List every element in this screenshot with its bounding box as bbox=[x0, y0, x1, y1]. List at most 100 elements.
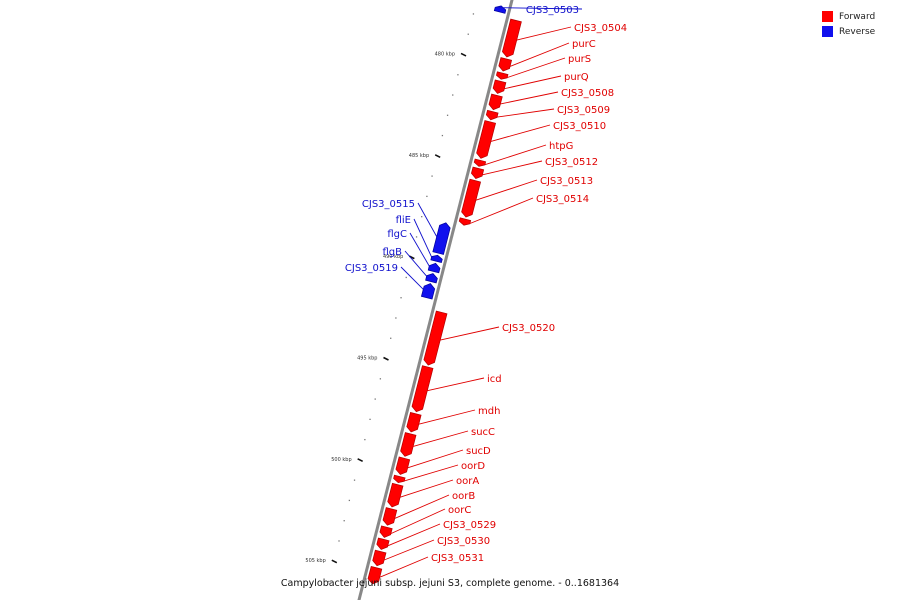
gene-arrow-oorc bbox=[379, 525, 393, 538]
minor-tick bbox=[400, 297, 402, 299]
minor-tick bbox=[415, 236, 418, 238]
tick-label: 485 kbp bbox=[409, 153, 429, 159]
gene-label-purs: purS bbox=[568, 54, 591, 65]
legend-label-forward: Forward bbox=[839, 11, 876, 22]
gene-label-oorc: oorC bbox=[448, 505, 471, 516]
gene-label-cjs3_0520: CJS3_0520 bbox=[502, 323, 555, 334]
gene-leader-line bbox=[490, 124, 551, 142]
gene-arrow-succ bbox=[400, 432, 417, 457]
gene-label-oord: oorD bbox=[461, 461, 485, 472]
gene-leader-line bbox=[400, 479, 454, 498]
major-tick bbox=[383, 356, 389, 361]
gene-leader-line bbox=[404, 250, 427, 277]
gene-label-cjs3_0513: CJS3_0513 bbox=[540, 176, 593, 187]
scale-ticks: 480 kbp 485 kbp 490 kbp 495 kbp 500 kbp 505 k… bbox=[305, 13, 475, 583]
gene-arrow-cjs3_0529 bbox=[376, 537, 390, 550]
gene-label-flgb: flgB bbox=[382, 247, 402, 258]
gene-leader-line bbox=[482, 160, 543, 176]
legend-item-forward: Forward bbox=[822, 9, 892, 24]
gene-arrow-cjs3_0504 bbox=[502, 18, 522, 58]
major-tick bbox=[331, 559, 338, 564]
gene-leader-line bbox=[507, 57, 566, 78]
gene-label-cjs3_0509: CJS3_0509 bbox=[557, 105, 610, 116]
gene-label-cjs3_0529: CJS3_0529 bbox=[443, 520, 496, 531]
minor-tick bbox=[353, 479, 356, 481]
gene-label-sucd: sucD bbox=[466, 446, 491, 457]
gene-leader-line bbox=[484, 144, 547, 166]
minor-tick bbox=[405, 276, 407, 279]
gene-arrow-purc bbox=[498, 57, 513, 72]
gene-labels: CJS3_0503 CJS3_0504 purC purS purQ CJS3_0508 C… bbox=[345, 5, 627, 578]
gene-leader-line bbox=[417, 202, 438, 237]
gene-leader-line bbox=[407, 449, 464, 469]
minor-tick bbox=[395, 317, 397, 319]
legend-item-reverse: Reverse bbox=[822, 24, 892, 39]
gene-arrow-cjs3_0519 bbox=[420, 283, 436, 300]
gene-arrow-cjs3_0503 bbox=[493, 5, 507, 14]
minor-tick bbox=[343, 520, 345, 522]
minor-tick bbox=[364, 438, 366, 441]
gene-arrow-mdh bbox=[406, 411, 422, 433]
gene-leader-line bbox=[379, 556, 429, 578]
minor-tick bbox=[426, 195, 428, 198]
gene-leader-line bbox=[394, 494, 450, 519]
gene-leader-line bbox=[404, 464, 459, 482]
gene-label-flie: fliE bbox=[396, 215, 411, 226]
gene-features bbox=[367, 5, 522, 585]
major-tick bbox=[357, 458, 364, 463]
gene-arrow-cjs3_0512 bbox=[471, 166, 485, 180]
map-caption: Campylobacter jejuni subsp. jejuni S3, c… bbox=[280, 578, 620, 589]
minor-tick bbox=[338, 540, 340, 542]
gene-arrow-oorb bbox=[382, 507, 398, 526]
gene-arrow-flgb bbox=[425, 273, 438, 284]
gene-arrow-icd bbox=[411, 365, 434, 413]
gene-label-cjs3_0514: CJS3_0514 bbox=[536, 194, 589, 205]
gene-label-purq: purQ bbox=[564, 72, 589, 83]
gene-leader-line bbox=[383, 539, 435, 561]
gene-label-cjs3_0504: CJS3_0504 bbox=[574, 23, 627, 34]
gene-label-cjs3_0530: CJS3_0530 bbox=[437, 536, 490, 547]
gene-arrow-cjs3_0520 bbox=[423, 310, 448, 366]
gene-arrow-htpg bbox=[473, 158, 487, 167]
gene-leader-line bbox=[427, 377, 485, 392]
gene-leader-line bbox=[390, 508, 446, 535]
gene-label-oorb: oorB bbox=[452, 491, 475, 502]
minor-tick bbox=[472, 13, 475, 15]
tick-label: 500 kbp bbox=[331, 457, 351, 463]
gene-label-icd: icd bbox=[487, 374, 502, 385]
minor-tick bbox=[452, 94, 454, 96]
gene-leader-line bbox=[469, 197, 534, 224]
gene-leader-line bbox=[413, 218, 432, 258]
legend: Forward Reverse bbox=[822, 9, 892, 39]
gene-arrow-cjs3_0515 bbox=[432, 222, 451, 255]
minor-tick bbox=[374, 398, 376, 400]
major-tick bbox=[434, 154, 441, 159]
gene-label-mdh: mdh bbox=[478, 406, 500, 417]
reverse-swatch-icon bbox=[822, 26, 833, 37]
gene-leader-line bbox=[509, 42, 570, 67]
gene-arrow-cjs3_0530 bbox=[372, 549, 387, 567]
tick-label: 495 kbp bbox=[357, 355, 377, 361]
gene-label-purc: purC bbox=[572, 39, 596, 50]
gene-arrow-oord bbox=[393, 474, 406, 483]
minor-tick bbox=[348, 499, 351, 502]
gene-leader-line bbox=[475, 179, 538, 201]
gene-leader-line bbox=[497, 108, 555, 118]
gene-arrow-cjs3_0508 bbox=[488, 93, 503, 111]
minor-tick bbox=[431, 175, 433, 177]
minor-tick bbox=[379, 378, 382, 380]
gene-leader-line bbox=[387, 523, 441, 547]
gene-leader-line bbox=[495, 7, 583, 10]
gene-arrow-purs bbox=[496, 71, 509, 80]
gene-label-cjs3_0512: CJS3_0512 bbox=[545, 157, 598, 168]
gene-label-oora: oorA bbox=[456, 476, 479, 487]
minor-tick bbox=[328, 580, 330, 583]
gene-arrow-oora bbox=[387, 482, 404, 508]
minor-tick bbox=[446, 114, 449, 116]
gene-arrow-flie bbox=[430, 254, 443, 264]
genome-backbone bbox=[357, 0, 514, 600]
gene-arrow-flgc bbox=[427, 262, 441, 274]
gene-label-flgc: flgC bbox=[387, 229, 407, 240]
gene-leader-line bbox=[516, 26, 572, 41]
